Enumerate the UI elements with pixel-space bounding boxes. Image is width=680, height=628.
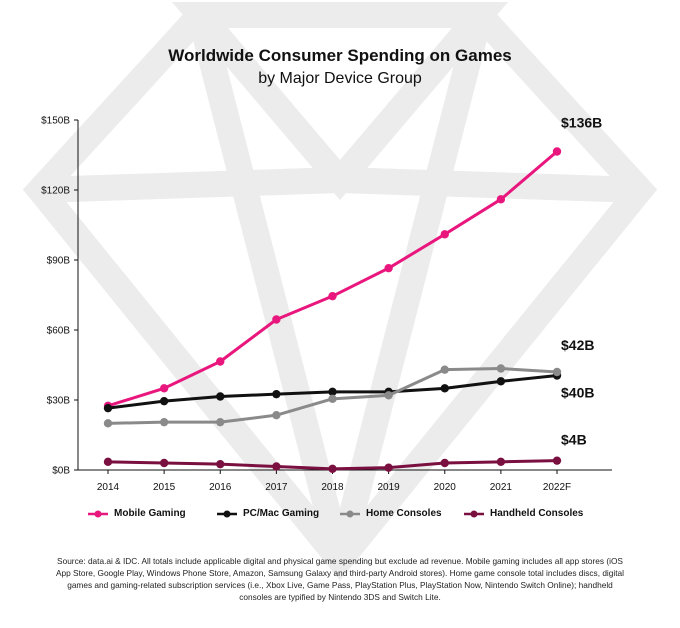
data-point bbox=[440, 384, 449, 393]
series-end-label: $40B bbox=[561, 385, 594, 401]
legend-label: Handheld Consoles bbox=[490, 508, 584, 519]
data-point bbox=[496, 195, 506, 204]
data-point bbox=[384, 391, 393, 400]
x-tick-label: 2018 bbox=[321, 482, 344, 493]
data-point bbox=[384, 463, 393, 472]
legend-swatch bbox=[217, 510, 237, 517]
legend-item: Mobile Gaming bbox=[88, 508, 186, 519]
x-tick-label: 2019 bbox=[378, 482, 401, 493]
legend-item: PC/Mac Gaming bbox=[217, 508, 319, 519]
y-tick-label: $90B bbox=[47, 256, 71, 267]
data-point bbox=[440, 458, 449, 468]
data-point bbox=[328, 291, 337, 301]
data-point bbox=[159, 417, 169, 427]
data-point bbox=[440, 365, 449, 374]
data-point bbox=[272, 389, 281, 399]
data-point bbox=[216, 357, 225, 366]
x-tick-label: 2015 bbox=[153, 482, 176, 493]
data-point bbox=[496, 364, 506, 373]
legend-label: PC/Mac Gaming bbox=[243, 508, 320, 519]
source-note: Source: data.ai & IDC. All totals includ… bbox=[55, 556, 624, 602]
chart-subtitle: by Major Device Group bbox=[258, 70, 422, 87]
data-point bbox=[216, 417, 225, 427]
data-point bbox=[496, 457, 506, 467]
x-tick-label: 2016 bbox=[209, 482, 232, 493]
legend-item: Handheld Consoles bbox=[464, 508, 583, 519]
legend-label: Home Consoles bbox=[366, 508, 442, 519]
data-point bbox=[272, 410, 281, 420]
series-end-label: $136B bbox=[561, 115, 602, 131]
data-point bbox=[159, 458, 169, 468]
y-tick-label: $150B bbox=[41, 116, 70, 127]
data-point bbox=[216, 459, 225, 469]
x-tick-label: 2017 bbox=[265, 482, 288, 493]
y-tick-label: $30B bbox=[47, 396, 71, 407]
legend-swatch bbox=[464, 510, 484, 517]
data-point bbox=[328, 464, 337, 474]
x-tick-label: 2022F bbox=[543, 482, 571, 493]
data-point bbox=[272, 315, 281, 324]
series-end-label: $4B bbox=[561, 432, 587, 448]
y-tick-label: $120B bbox=[41, 186, 70, 197]
data-point bbox=[552, 367, 562, 377]
legend-item: Home Consoles bbox=[340, 508, 442, 519]
data-point bbox=[328, 394, 337, 404]
data-point bbox=[159, 396, 169, 406]
legend-swatch bbox=[340, 510, 360, 517]
x-tick-label: 2014 bbox=[97, 482, 120, 493]
y-tick-label: $60B bbox=[47, 326, 71, 337]
data-point bbox=[440, 230, 449, 239]
data-point bbox=[384, 263, 393, 273]
data-point bbox=[103, 403, 113, 413]
data-point bbox=[552, 456, 562, 465]
data-point bbox=[216, 392, 225, 401]
x-tick-label: 2021 bbox=[490, 482, 513, 493]
x-tick-label: 2020 bbox=[434, 482, 457, 493]
data-point bbox=[103, 457, 113, 467]
chart-title: Worldwide Consumer Spending on Games bbox=[168, 46, 512, 65]
chart-legend: Mobile Gaming PC/Mac Gaming Home Consoles H… bbox=[0, 508, 680, 530]
data-point bbox=[159, 384, 169, 393]
data-point bbox=[496, 377, 506, 386]
data-point bbox=[328, 387, 337, 397]
data-point bbox=[272, 462, 281, 471]
legend-label: Mobile Gaming bbox=[114, 508, 186, 519]
data-point bbox=[103, 419, 113, 428]
series-end-label: $42B bbox=[561, 337, 594, 353]
y-tick-label: $0B bbox=[52, 466, 70, 477]
legend-swatch bbox=[88, 510, 108, 517]
data-point bbox=[552, 147, 562, 156]
